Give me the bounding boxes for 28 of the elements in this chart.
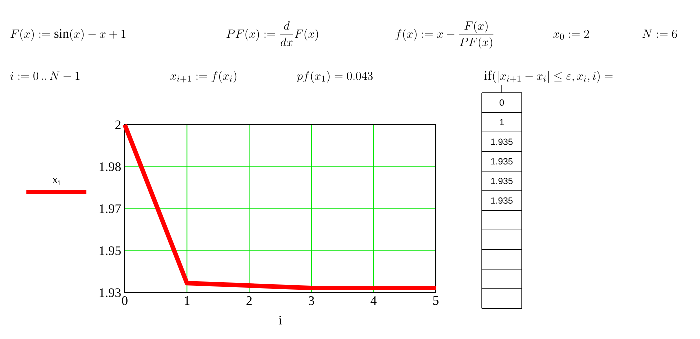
text: $x_{i+1} := f(x_i)$ <box>170 71 237 83</box>
x-tick-label: 5 <box>434 296 439 306</box>
x-tick-label: 1 <box>185 296 190 306</box>
y-tick-label: 1.98 <box>100 162 121 172</box>
x-axis-title: i <box>278 316 282 325</box>
text: 1.935 <box>491 198 513 204</box>
text: $\mathrm{if}(|x_{i+1} - x_i| \le \varepsilon, x_i, i) =$ <box>484 70 613 83</box>
y-tick-label: 1.95 <box>100 246 121 256</box>
text: 1.935 <box>491 138 513 146</box>
y-tick-label: 1.93 <box>100 288 121 298</box>
text: 1 <box>500 119 504 126</box>
text: $x_0 := 2$ <box>554 30 590 40</box>
text: $i := 0 \,..\, N - 1$ <box>10 72 80 80</box>
text: $N := 6$ <box>642 30 678 38</box>
x-tick-label: 4 <box>370 296 377 306</box>
text: $f(x) := x - \frac{F(x)}{PF(x)}$ <box>396 20 494 50</box>
text: 1.935 <box>491 158 513 165</box>
text: $F(x) := \sin(x) - x + 1$ <box>10 29 126 41</box>
text: $PF(x) := \frac{d}{dx}F(x)$ <box>226 22 318 46</box>
text: 1.935 <box>491 178 513 184</box>
x-tick-label: 0 <box>122 296 128 306</box>
y-tick-label: 2 <box>116 120 121 130</box>
text: $pf(x_1) = 0.043$ <box>296 71 373 83</box>
text: x$_{i}$ <box>52 178 60 186</box>
text: 0 <box>500 100 504 106</box>
y-tick-label: 1.97 <box>100 204 122 214</box>
x-tick-label: 2 <box>246 296 252 306</box>
x-tick-label: 3 <box>308 296 314 306</box>
